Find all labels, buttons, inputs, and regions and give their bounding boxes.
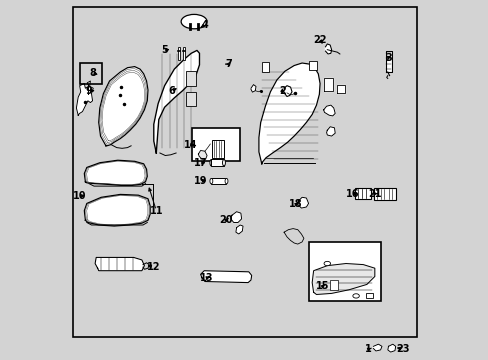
Text: 19: 19 [193,176,207,186]
Bar [177,47,180,60]
Polygon shape [387,344,395,352]
Polygon shape [200,271,251,283]
Bar [192,128,239,161]
Bar [211,178,226,184]
Ellipse shape [224,179,227,184]
Text: 3: 3 [385,53,391,63]
Text: 21: 21 [367,189,381,199]
Polygon shape [297,197,308,208]
Bar [212,140,223,158]
Ellipse shape [324,261,330,266]
Text: 8: 8 [89,68,96,78]
Bar [186,71,196,86]
Polygon shape [230,212,241,222]
Text: 23: 23 [395,344,409,354]
Ellipse shape [209,159,212,166]
Polygon shape [311,264,374,294]
Text: 18: 18 [288,199,302,210]
Polygon shape [95,257,144,271]
Polygon shape [258,63,320,164]
Bar [366,293,373,298]
Text: 16: 16 [345,189,359,199]
Bar [355,188,370,199]
Text: 13: 13 [200,273,213,283]
Polygon shape [323,105,335,116]
Bar [182,47,185,60]
Text: 7: 7 [225,59,232,69]
Polygon shape [99,67,148,146]
Polygon shape [153,50,199,153]
Text: 15: 15 [316,281,329,291]
Polygon shape [385,51,391,72]
Text: 17: 17 [193,158,207,168]
Polygon shape [325,44,331,54]
Polygon shape [84,160,147,185]
Text: 2: 2 [278,86,285,96]
Polygon shape [250,85,256,92]
Text: 1: 1 [365,344,371,354]
Bar [261,62,268,72]
Polygon shape [198,150,206,159]
Text: 11: 11 [149,206,163,216]
Polygon shape [323,78,332,91]
Text: 20: 20 [219,215,232,225]
Polygon shape [373,344,381,351]
Bar [186,92,196,106]
Bar [373,188,395,200]
Text: 14: 14 [183,140,197,150]
Text: 22: 22 [313,35,326,45]
Bar [308,242,380,301]
Ellipse shape [352,294,359,298]
Polygon shape [76,81,93,115]
Text: 10: 10 [73,191,86,201]
Text: 6: 6 [168,86,175,96]
Bar [329,280,337,290]
Polygon shape [84,194,150,226]
Ellipse shape [222,159,225,166]
Bar [80,63,102,84]
Polygon shape [337,85,345,93]
Polygon shape [326,127,335,136]
Text: 4: 4 [201,20,208,30]
Ellipse shape [209,179,212,184]
Polygon shape [284,86,291,96]
Text: 9: 9 [85,86,92,96]
Text: 5: 5 [161,45,167,55]
Polygon shape [235,225,243,234]
Bar [211,159,224,166]
Bar [309,61,317,70]
Ellipse shape [181,14,206,29]
Text: 12: 12 [147,262,160,272]
